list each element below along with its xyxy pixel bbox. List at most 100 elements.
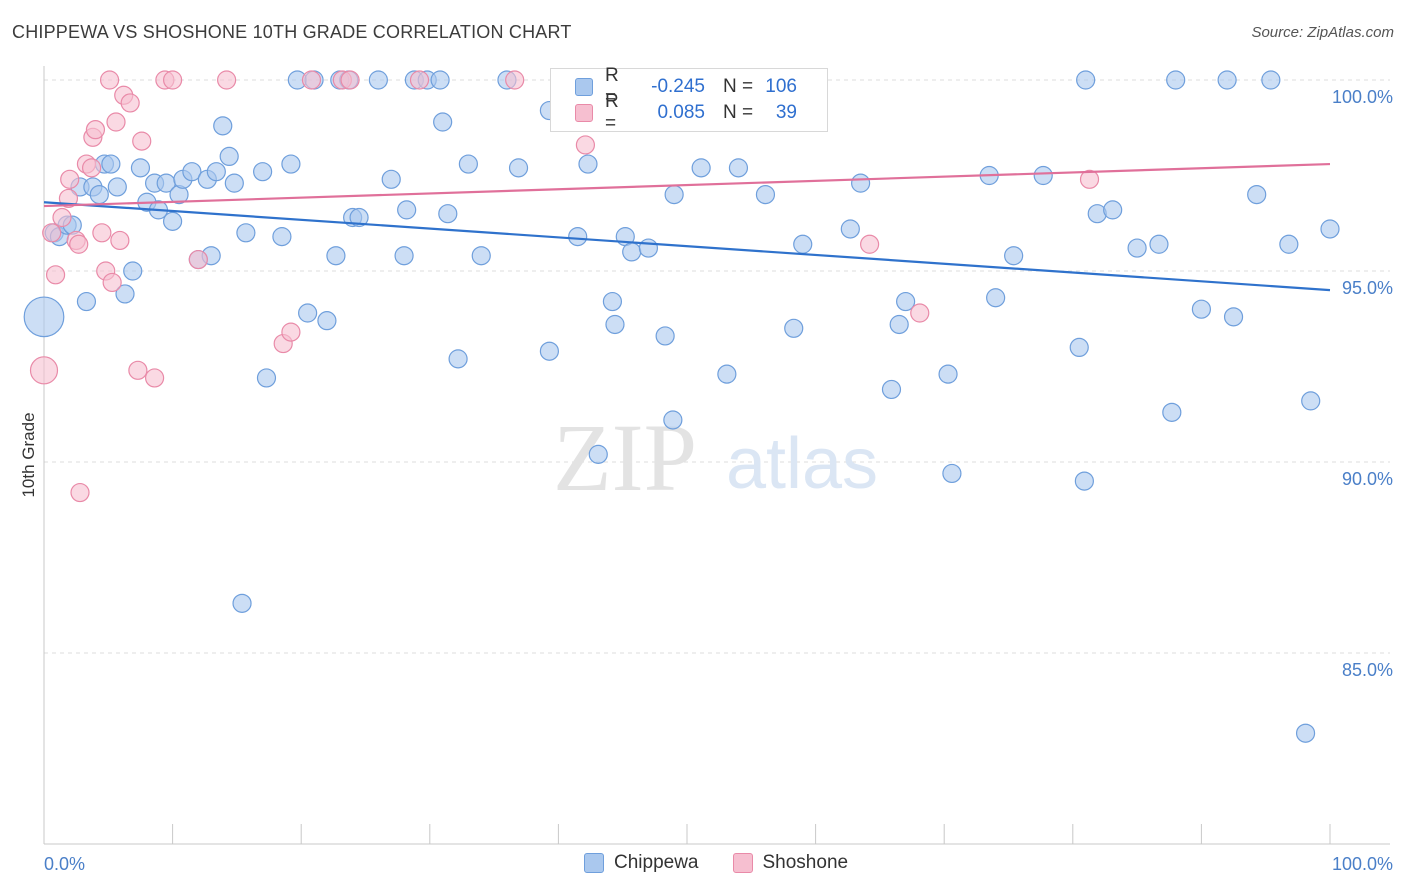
chippewa-point [397,200,417,220]
n-label: N = [723,76,754,97]
shoshone-point [217,70,237,90]
shoshone-point [45,265,66,285]
chippewa-point [938,364,958,384]
chippewa-point [588,444,608,464]
shoshone-point [70,482,90,503]
chippewa-point [23,296,65,338]
series-legend: Chippewa Shoshone [584,852,882,874]
shoshone-point [52,207,72,228]
shoshone-swatch [575,104,593,122]
legend-item-shoshone[interactable]: Shoshone [732,852,848,874]
data-points [23,70,1340,743]
chart-title: CHIPPEWA VS SHOSHONE 10TH GRADE CORRELAT… [12,22,572,42]
chippewa-point [438,204,458,224]
chippewa-point [1295,723,1316,743]
chippewa-point [1076,70,1096,90]
chippewa-point [1004,246,1024,266]
shoshone-point [575,135,596,155]
chippewa-point [1217,70,1237,90]
shoshone-point [99,70,120,90]
chippewa-point [655,326,675,346]
shoshone-point [42,223,62,243]
trend-lines [43,162,1331,292]
chippewa-point [691,158,711,178]
shoshone-point [188,249,208,270]
chippewa-point [1261,70,1281,90]
n-value: 39 [775,102,797,123]
chippewa-point [717,364,737,384]
chippewa-point [508,158,529,178]
chippewa-point [793,234,813,254]
shoshone-point [29,356,59,385]
shoshone-point [120,93,140,113]
chippewa-point [638,238,659,258]
shoshone-point [92,223,112,243]
shoshone-trend-line [43,162,1331,208]
chippewa-point [272,227,292,247]
chippewa-point [539,341,559,361]
chippewa-point [206,162,226,182]
chippewa-point [163,211,183,231]
chippewa-point [1162,402,1182,422]
chippewa-point [1320,219,1340,239]
chippewa-trend-line [43,201,1331,292]
shoshone-point [505,70,525,90]
chippewa-point [76,291,97,312]
y-tick-label: 85.0% [1342,660,1393,680]
shoshone-point [409,70,430,90]
chippewa-point [664,185,684,205]
shoshone-swatch [732,853,753,873]
chippewa-point [1127,238,1147,258]
chippewa-point [840,219,860,239]
chippewa-point [881,379,902,400]
chippewa-point [317,311,337,331]
chippewa-point [458,154,478,174]
y-tick-label: 90.0% [1342,469,1393,489]
chippewa-point [253,162,273,182]
r-label: R = [605,65,619,108]
chippewa-point [448,349,468,369]
x-tick-label: 0.0% [44,854,85,874]
chippewa-point [236,223,256,243]
chippewa-swatch [584,853,604,873]
chippewa-swatch [575,78,593,96]
chippewa-point [123,261,143,281]
shoshone-point [85,120,106,140]
chippewa-point [101,154,121,174]
chippewa-point [281,154,301,174]
shoshone-point [110,230,130,251]
chippewa-point [115,284,135,304]
y-tick-label: 95.0% [1342,278,1393,298]
chippewa-point [430,70,450,90]
n-label: N = [723,102,754,123]
chippewa-point [256,368,277,388]
chippewa-point [326,246,346,266]
shoshone-point [81,158,102,178]
shoshone-point [132,131,152,151]
chippewa-point [381,169,401,189]
chippewa-point [755,185,776,205]
y-tick-label: 100.0% [1332,87,1393,107]
chippewa-point [896,291,916,312]
chippewa-point [663,410,683,430]
chippewa-point [298,303,318,323]
legend-item-chippewa[interactable]: Chippewa [584,852,699,874]
shoshone-point [163,70,183,90]
watermark-atlas: atlas [726,424,878,504]
stats-legend: R = -0.245 N = 106 R = 0.085 N = 39 [550,65,828,134]
watermark: ZIP atlas [553,404,878,511]
chippewa-point [986,288,1006,308]
x-tick-label: 100.0% [1332,854,1393,874]
chippewa-point [182,162,202,182]
chippewa-point [107,177,127,197]
chippewa-point [889,314,909,335]
chippewa-point [213,116,233,136]
source-label: Source: ZipAtlas.com [1251,24,1394,41]
chippewa-point [219,146,239,166]
shoshone-point [102,272,122,293]
chippewa-point [728,158,749,178]
chippewa-point [942,463,962,484]
chippewa-point [605,314,625,335]
shoshone-point [128,360,148,380]
